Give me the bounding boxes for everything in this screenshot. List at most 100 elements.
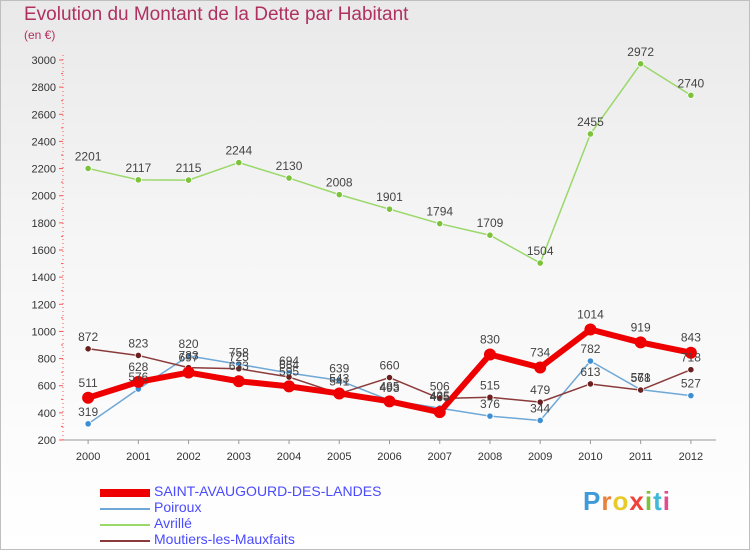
- data-label: 2740: [678, 76, 705, 90]
- y-tick-label: 1800: [32, 218, 56, 230]
- series-point: [285, 174, 293, 182]
- data-label: 664: [279, 358, 299, 372]
- x-tick-label: 2005: [327, 451, 351, 463]
- data-label: 1901: [376, 190, 403, 204]
- chart-data-labels: 319 576 820 758 694 639 493 435 376 344 782 571 527 2…: [75, 45, 705, 419]
- data-label: 919: [631, 320, 651, 334]
- data-label: 734: [530, 346, 550, 360]
- series-point: [84, 164, 92, 173]
- x-tick-label: 2003: [227, 451, 251, 463]
- series-point: [385, 373, 394, 382]
- data-label: 405: [430, 390, 450, 404]
- data-label: 2201: [75, 149, 102, 163]
- y-tick-label: 3000: [32, 55, 56, 67]
- data-label: 613: [580, 365, 600, 379]
- legend-swatch: [100, 489, 150, 497]
- series-point: [235, 159, 243, 167]
- legend-label: SAINT-AVAUGOURD-DES-LANDES: [154, 483, 382, 499]
- data-label: 527: [681, 377, 701, 391]
- data-label: 543: [329, 371, 349, 385]
- legend-label: Poiroux: [154, 499, 202, 515]
- chart-axes: 200 400 600 800 1000 1200 1400 1600 1800 2000 2200…: [32, 55, 716, 463]
- y-tick-label: 1200: [32, 299, 56, 311]
- data-label: 541: [329, 375, 349, 389]
- data-label: 2972: [627, 45, 654, 59]
- x-tick-label: 2007: [427, 451, 451, 463]
- series-point: [586, 130, 595, 138]
- data-label: 628: [128, 360, 148, 374]
- y-tick-label: 2800: [32, 82, 56, 94]
- data-label: 515: [480, 378, 500, 392]
- data-label: 1709: [477, 216, 504, 230]
- data-label: 595: [279, 364, 299, 378]
- x-tick-label: 2009: [528, 451, 552, 463]
- series-point: [335, 376, 343, 385]
- legend-item: Moutiers-les-Mauxfaits: [100, 531, 500, 549]
- logo-letter: t: [653, 486, 663, 516]
- data-label: 1794: [426, 205, 453, 219]
- legend-item: SAINT-AVAUGOURD-DES-LANDES: [100, 483, 500, 501]
- data-label: 506: [430, 379, 450, 393]
- data-label: 376: [480, 397, 500, 411]
- logo-letter: r: [601, 486, 613, 516]
- y-tick-label: 400: [38, 408, 56, 420]
- x-tick-label: 2011: [629, 451, 653, 463]
- data-label: 479: [530, 383, 550, 397]
- series-point: [637, 60, 645, 68]
- series-point: [283, 380, 296, 393]
- series-point: [536, 398, 544, 406]
- data-label: 571: [631, 371, 651, 385]
- x-tick-label: 2012: [679, 451, 703, 463]
- legend-label: Avrillé: [154, 515, 192, 531]
- data-label: 820: [179, 337, 199, 351]
- series-point: [536, 259, 544, 267]
- series-point: [182, 366, 195, 379]
- series-point: [285, 373, 293, 381]
- series-point: [637, 386, 645, 394]
- page-title: Evolution du Montant de la Dette par Hab…: [24, 4, 409, 25]
- page-subtitle: (en €): [24, 28, 56, 42]
- data-label: 733: [179, 349, 199, 363]
- data-label: 568: [631, 371, 651, 385]
- data-label: 697: [179, 351, 199, 365]
- y-tick-label: 2200: [32, 164, 56, 176]
- series-point: [335, 191, 343, 199]
- data-label: 758: [229, 345, 249, 359]
- series-point: [584, 323, 597, 336]
- series-point: [586, 380, 595, 388]
- data-label: 1504: [527, 244, 554, 258]
- data-label: 639: [329, 361, 349, 375]
- series-point: [684, 346, 697, 359]
- series-point: [333, 387, 346, 400]
- data-label: 344: [530, 401, 550, 415]
- series-point: [634, 336, 647, 349]
- series-point: [184, 352, 193, 360]
- legend-swatch: [100, 524, 150, 526]
- series-point: [687, 392, 695, 400]
- data-label: 2455: [577, 115, 604, 129]
- series-point: [82, 391, 95, 404]
- y-tick-label: 2400: [32, 136, 56, 148]
- y-tick-label: 2600: [32, 109, 56, 121]
- data-label: 2117: [125, 161, 151, 175]
- series-point: [486, 393, 494, 401]
- legend-swatch: [100, 540, 150, 542]
- series-point: [134, 176, 142, 184]
- data-label: 1014: [577, 308, 604, 322]
- series-point: [433, 406, 446, 419]
- x-tick-label: 2002: [176, 451, 200, 463]
- y-tick-label: 200: [38, 435, 56, 447]
- data-label: 2244: [225, 144, 252, 158]
- data-label: 319: [78, 405, 98, 419]
- series-point: [687, 366, 695, 374]
- logo-letter: o: [612, 486, 630, 516]
- legend-item: Poiroux: [100, 499, 500, 517]
- series-point: [436, 394, 444, 403]
- series-point: [436, 220, 444, 228]
- y-tick-label: 800: [38, 354, 56, 366]
- data-label: 725: [229, 350, 249, 364]
- y-tick-label: 1000: [32, 326, 56, 338]
- x-tick-label: 2004: [277, 451, 301, 463]
- series-point: [134, 351, 142, 360]
